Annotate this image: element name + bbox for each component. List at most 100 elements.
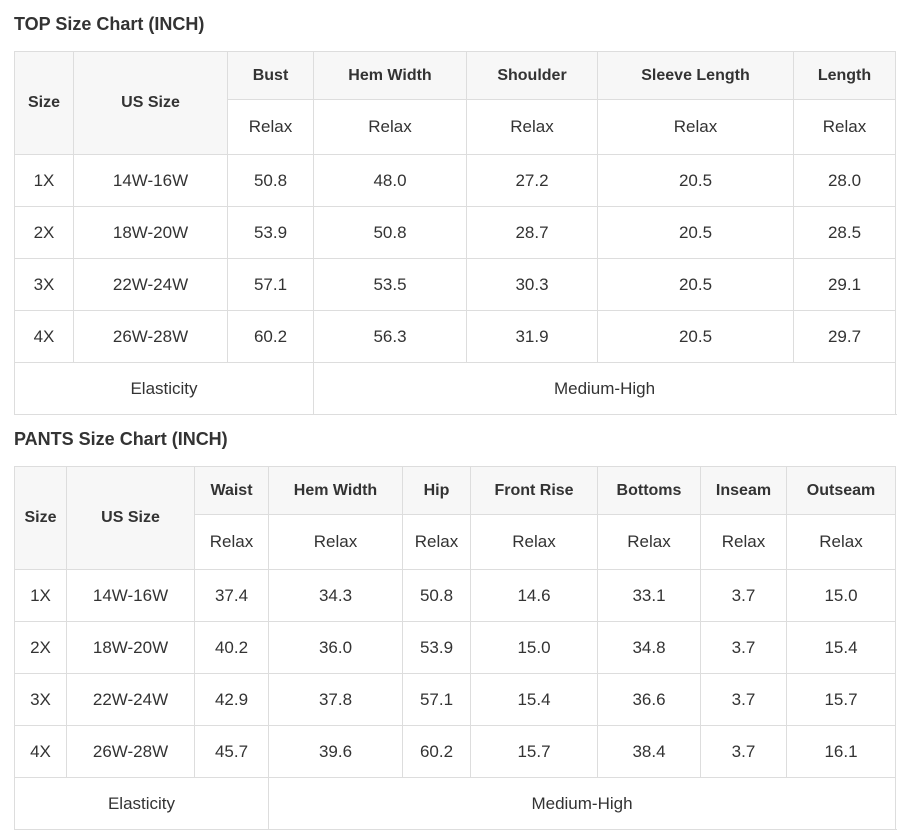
measurement-cell: 20.5 xyxy=(597,206,794,259)
measurement-cell: 3.7 xyxy=(700,621,787,674)
measurement-cell: 34.3 xyxy=(268,569,403,622)
top-size-chart-section: Size US Size Bust Hem Width Shoulder Sleeve L… xyxy=(14,51,897,415)
us-size-cell: 18W-20W xyxy=(73,206,228,259)
fit-label-cell: Relax xyxy=(597,514,701,570)
size-cell: 2X xyxy=(14,621,67,674)
size-column-header: Size xyxy=(14,51,74,155)
table-row: 4X 26W-28W 60.2 56.3 31.9 20.5 29.7 xyxy=(14,310,896,363)
measurement-cell: 15.4 xyxy=(470,673,598,726)
fit-label-cell: Relax xyxy=(268,514,403,570)
size-cell: 3X xyxy=(14,258,74,311)
measurement-cell: 20.5 xyxy=(597,258,794,311)
measurement-cell: 42.9 xyxy=(194,673,269,726)
us-size-cell: 14W-16W xyxy=(73,154,228,207)
measure-column-header: Bottoms xyxy=(597,466,701,515)
fit-label-cell: Relax xyxy=(793,99,896,155)
measurement-cell: 28.7 xyxy=(466,206,598,259)
us-size-column-header: US Size xyxy=(66,466,195,570)
fit-label-cell: Relax xyxy=(597,99,794,155)
measurement-cell: 15.0 xyxy=(786,569,896,622)
measure-column-header: Hip xyxy=(402,466,471,515)
elasticity-label: Elasticity xyxy=(14,777,269,830)
table-row: 2X 18W-20W 40.2 36.0 53.9 15.0 34.8 3.7 15.4 xyxy=(14,621,896,674)
measurement-cell: 53.5 xyxy=(313,258,467,311)
measure-column-header: Inseam xyxy=(700,466,787,515)
elasticity-row: Elasticity Medium-High xyxy=(14,362,896,415)
measurement-cell: 15.4 xyxy=(786,621,896,674)
elasticity-value: Medium-High xyxy=(268,777,896,830)
measurement-cell: 57.1 xyxy=(227,258,314,311)
fit-row: Relax Relax Relax Relax Relax xyxy=(15,99,896,155)
measurement-cell: 29.1 xyxy=(793,258,896,311)
measurement-cell: 56.3 xyxy=(313,310,467,363)
pants-size-chart-section: Size US Size Waist Hem Width Hip Front Rise Bo… xyxy=(14,466,897,830)
fit-label-cell: Relax xyxy=(402,514,471,570)
measure-column-header: Shoulder xyxy=(466,51,598,100)
measurement-cell: 45.7 xyxy=(194,725,269,778)
measurement-cell: 16.1 xyxy=(786,725,896,778)
measurement-cell: 3.7 xyxy=(700,673,787,726)
measurement-cell: 15.7 xyxy=(470,725,598,778)
fit-label-cell: Relax xyxy=(700,514,787,570)
pants-chart-title: PANTS Size Chart (INCH) xyxy=(14,429,228,449)
fit-label-cell: Relax xyxy=(194,514,269,570)
measurement-cell: 3.7 xyxy=(700,725,787,778)
measure-column-header: Outseam xyxy=(786,466,896,515)
table-row: 4X 26W-28W 45.7 39.6 60.2 15.7 38.4 3.7 16.1 xyxy=(14,725,896,778)
top-chart-title: TOP Size Chart (INCH) xyxy=(14,14,205,34)
measurement-cell: 53.9 xyxy=(227,206,314,259)
measurement-cell: 3.7 xyxy=(700,569,787,622)
fit-label-cell: Relax xyxy=(466,99,598,155)
header-row: Size US Size Bust Hem Width Shoulder Sleeve L… xyxy=(14,51,896,155)
fit-label-cell: Relax xyxy=(313,99,467,155)
measurement-cell: 14.6 xyxy=(470,569,598,622)
measurement-cell: 39.6 xyxy=(268,725,403,778)
measurement-cell: 57.1 xyxy=(402,673,471,726)
fit-row: Relax Relax Relax Relax Relax Relax Relax xyxy=(15,514,896,570)
measure-column-header: Hem Width xyxy=(268,466,403,515)
us-size-cell: 18W-20W xyxy=(66,621,195,674)
header-row: Size US Size Waist Hem Width Hip Front Rise Bo… xyxy=(14,466,896,570)
top-size-chart-table: Size US Size Bust Hem Width Shoulder Sleeve L… xyxy=(14,51,896,415)
measurement-cell: 20.5 xyxy=(597,310,794,363)
measurement-cell: 50.8 xyxy=(227,154,314,207)
size-cell: 1X xyxy=(14,569,67,622)
table-row: 1X 14W-16W 50.8 48.0 27.2 20.5 28.0 xyxy=(14,154,896,207)
measurement-cell: 50.8 xyxy=(313,206,467,259)
measure-column-header: Hem Width xyxy=(313,51,467,100)
fit-label-cell: Relax xyxy=(786,514,896,570)
fit-label-cell: Relax xyxy=(470,514,598,570)
elasticity-row: Elasticity Medium-High xyxy=(14,777,896,830)
measurement-cell: 29.7 xyxy=(793,310,896,363)
us-size-cell: 26W-28W xyxy=(66,725,195,778)
us-size-cell: 22W-24W xyxy=(66,673,195,726)
measurement-cell: 60.2 xyxy=(402,725,471,778)
measurement-cell: 36.6 xyxy=(597,673,701,726)
measurement-cell: 28.0 xyxy=(793,154,896,207)
size-cell: 3X xyxy=(14,673,67,726)
measurement-cell: 31.9 xyxy=(466,310,598,363)
measure-column-header: Length xyxy=(793,51,896,100)
measurement-cell: 50.8 xyxy=(402,569,471,622)
measurement-cell: 20.5 xyxy=(597,154,794,207)
measurement-cell: 37.4 xyxy=(194,569,269,622)
measurement-cell: 34.8 xyxy=(597,621,701,674)
measurement-cell: 15.0 xyxy=(470,621,598,674)
measurement-cell: 15.7 xyxy=(786,673,896,726)
us-size-cell: 22W-24W xyxy=(73,258,228,311)
size-cell: 4X xyxy=(14,310,74,363)
pants-size-chart-table: Size US Size Waist Hem Width Hip Front Rise Bo… xyxy=(14,466,896,830)
measurement-cell: 40.2 xyxy=(194,621,269,674)
us-size-cell: 26W-28W xyxy=(73,310,228,363)
measurement-cell: 38.4 xyxy=(597,725,701,778)
measurement-cell: 37.8 xyxy=(268,673,403,726)
measurement-cell: 33.1 xyxy=(597,569,701,622)
measurement-cell: 60.2 xyxy=(227,310,314,363)
size-column-header: Size xyxy=(14,466,67,570)
measure-column-header: Bust xyxy=(227,51,314,100)
table-row: 2X 18W-20W 53.9 50.8 28.7 20.5 28.5 xyxy=(14,206,896,259)
measurement-cell: 30.3 xyxy=(466,258,598,311)
measurement-cell: 27.2 xyxy=(466,154,598,207)
measurement-cell: 48.0 xyxy=(313,154,467,207)
